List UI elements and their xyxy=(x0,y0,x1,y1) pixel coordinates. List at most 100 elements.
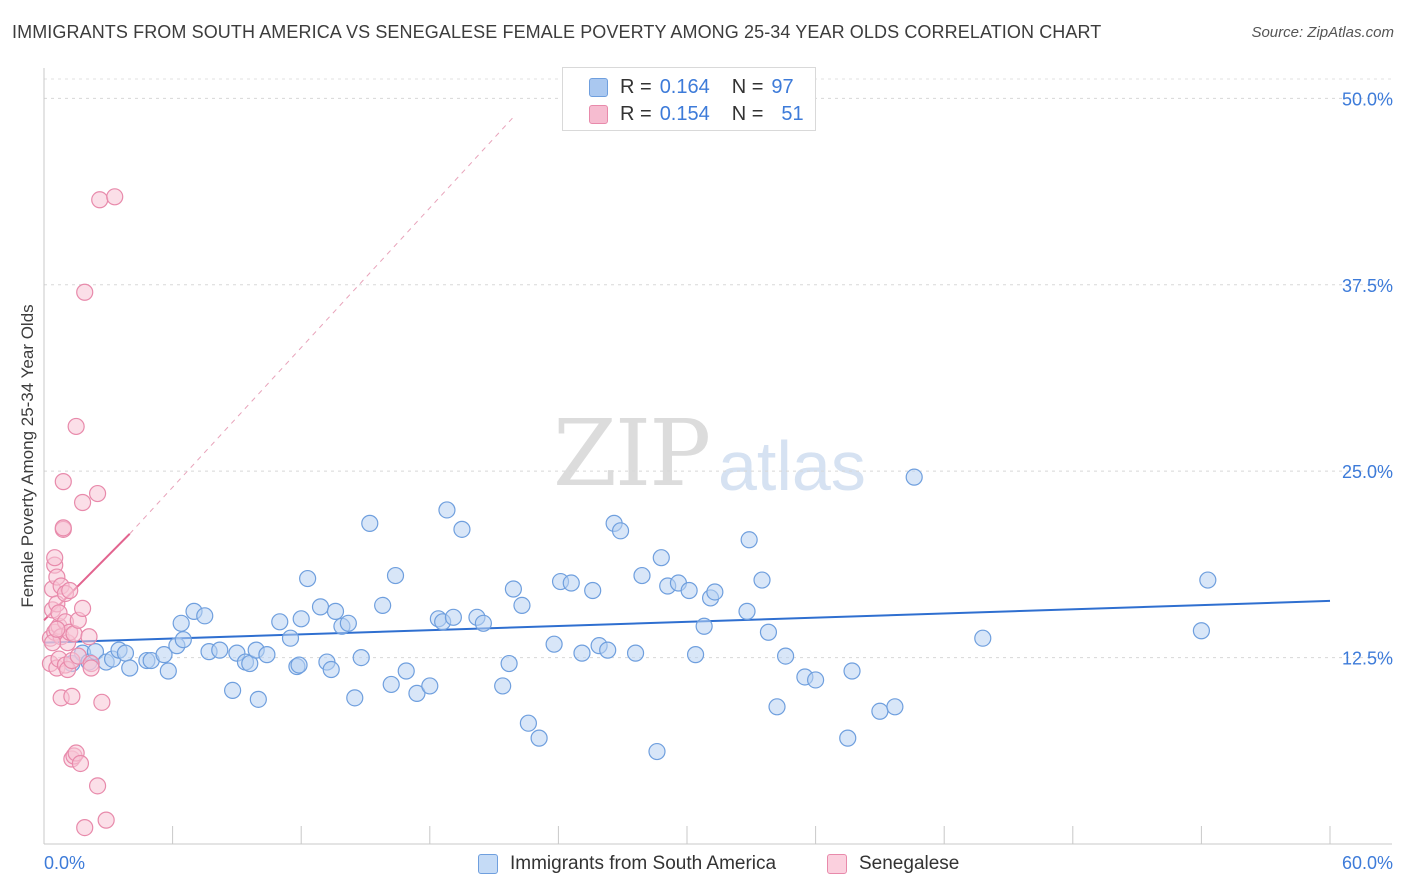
legend-row-senegalese: R = 0.154 N = 51 xyxy=(589,102,804,126)
legend-r-value: 0.154 xyxy=(659,102,710,125)
data-point xyxy=(159,662,177,680)
data-point xyxy=(91,191,109,209)
data-point xyxy=(311,598,330,616)
data-point xyxy=(249,690,267,708)
data-point xyxy=(299,569,317,588)
data-point xyxy=(82,659,100,677)
data-point xyxy=(224,681,242,700)
data-point xyxy=(63,687,81,705)
data-point xyxy=(271,613,289,631)
data-point xyxy=(706,583,724,601)
data-point xyxy=(438,501,456,519)
data-point xyxy=(905,468,923,486)
data-point xyxy=(54,519,72,537)
bottom-legend-label: Immigrants from South America xyxy=(510,853,777,874)
data-point xyxy=(504,580,522,598)
data-point xyxy=(776,647,795,665)
data-point xyxy=(386,566,405,585)
data-point xyxy=(573,644,591,662)
data-point xyxy=(46,549,64,567)
y-tick-label: 50.0% xyxy=(1342,89,1393,109)
grid-lines xyxy=(44,78,1392,659)
data-point xyxy=(382,675,400,694)
bottom-legend-swatch-blue xyxy=(478,854,498,874)
data-point xyxy=(88,484,107,503)
data-point xyxy=(686,646,705,664)
data-point xyxy=(843,662,861,680)
data-point xyxy=(116,644,135,662)
data-point xyxy=(474,614,492,632)
data-point xyxy=(155,646,173,664)
data-point xyxy=(500,654,518,673)
data-point xyxy=(211,641,229,659)
data-point xyxy=(397,662,415,680)
axes xyxy=(43,68,1392,845)
watermark-zip: ZIP xyxy=(553,400,711,507)
data-point xyxy=(76,283,94,301)
watermark-atlas: atlas xyxy=(718,427,866,505)
data-point xyxy=(738,602,756,620)
data-point xyxy=(695,617,713,635)
legend-r-value: 0.164 xyxy=(659,75,710,98)
data-point xyxy=(172,614,190,632)
data-point xyxy=(519,714,537,732)
data-point xyxy=(513,596,531,614)
legend-n-value: 51 xyxy=(781,102,804,125)
data-point xyxy=(290,656,308,674)
data-point xyxy=(680,581,698,600)
data-point xyxy=(121,659,139,677)
data-point xyxy=(196,607,214,625)
data-point xyxy=(54,473,72,491)
bottom-legend-south-america: Immigrants from South America xyxy=(478,851,776,877)
data-point xyxy=(599,641,617,659)
y-tick-label: 25.0% xyxy=(1342,462,1393,482)
bottom-legend-senegalese: Senegalese xyxy=(827,851,959,877)
data-point xyxy=(974,629,992,647)
x-tick-label-min: 0.0% xyxy=(44,853,85,873)
data-point xyxy=(258,646,276,664)
trend-lines xyxy=(43,114,1331,644)
data-point xyxy=(71,754,90,773)
data-point xyxy=(530,729,548,747)
legend-n-label: N = xyxy=(731,102,764,125)
data-point xyxy=(76,818,94,837)
data-point xyxy=(339,614,357,632)
data-point xyxy=(886,698,904,716)
data-point xyxy=(48,620,66,638)
data-points xyxy=(41,188,1217,837)
source-credit: Source: ZipAtlas.com xyxy=(1251,24,1394,41)
y-tick-label: 12.5% xyxy=(1342,649,1393,669)
data-point xyxy=(421,677,439,695)
data-point xyxy=(753,571,771,589)
data-point xyxy=(584,581,602,600)
trend-line xyxy=(43,599,1331,644)
data-point xyxy=(562,574,580,592)
x-tick-label-max: 60.0% xyxy=(1342,853,1393,873)
data-point xyxy=(346,689,364,707)
data-point xyxy=(174,631,192,649)
data-point xyxy=(871,702,889,720)
series-south-america xyxy=(63,468,1217,761)
legend-row-south-america: R = 0.164 N = 97 xyxy=(589,75,794,99)
data-point xyxy=(73,493,92,512)
series-senegalese xyxy=(41,188,124,837)
data-point xyxy=(69,647,87,665)
data-point xyxy=(93,693,111,711)
data-point xyxy=(626,644,645,662)
data-point xyxy=(494,677,512,695)
data-point xyxy=(61,581,79,600)
legend-n-label: N = xyxy=(731,75,764,98)
trend-line-extension xyxy=(129,114,516,535)
chart-title: IMMIGRANTS FROM SOUTH AMERICA VS SENEGAL… xyxy=(12,22,1102,42)
legend-swatch-pink xyxy=(589,104,608,124)
legend-n-value: 97 xyxy=(771,75,794,98)
data-point xyxy=(67,417,85,436)
data-point xyxy=(545,635,563,653)
data-point xyxy=(633,566,651,585)
data-point xyxy=(97,811,115,829)
data-point xyxy=(453,520,471,538)
data-point xyxy=(740,531,758,549)
y-axis-title: Female Poverty Among 25-34 Year Olds xyxy=(18,304,37,608)
data-point xyxy=(361,514,379,532)
